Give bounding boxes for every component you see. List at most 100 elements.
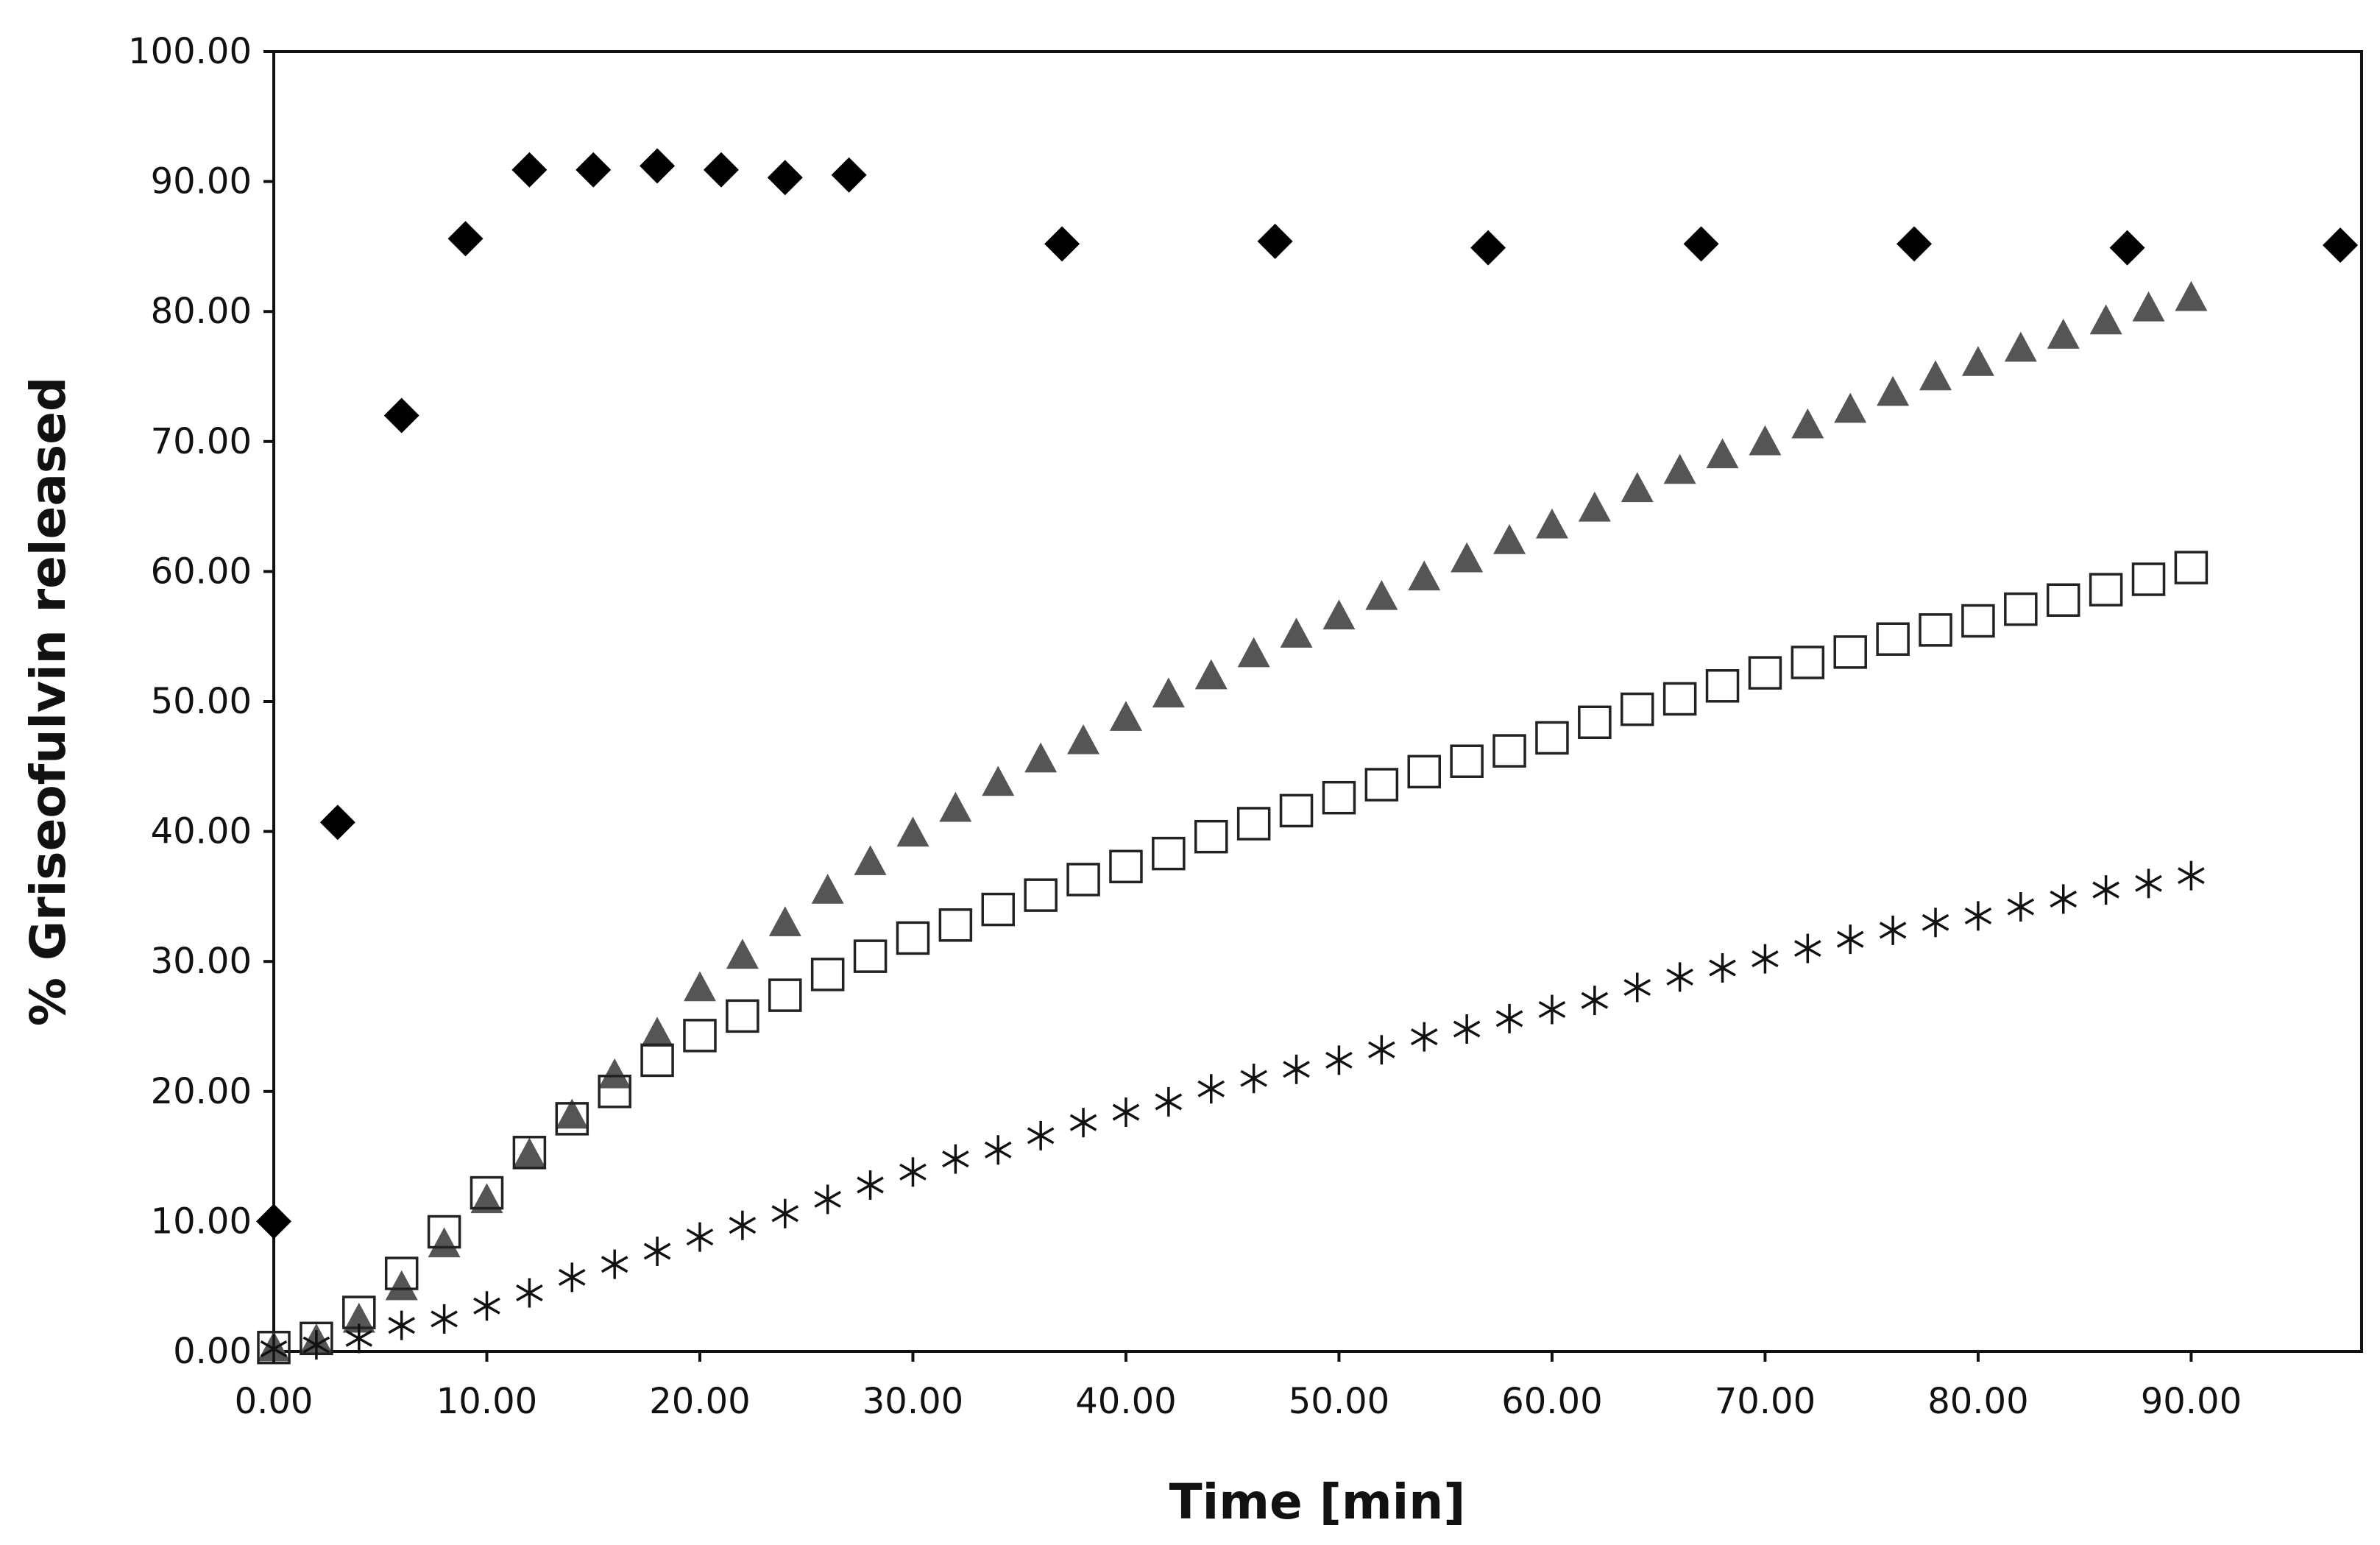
data-point-square [512, 1136, 547, 1170]
data-point-triangle [854, 845, 887, 875]
data-point-square [2004, 592, 2038, 626]
data-point-square [1620, 692, 1654, 726]
data-marks [256, 148, 2359, 1365]
data-point-triangle [428, 1227, 461, 1258]
data-point-diamond [2109, 230, 2145, 266]
y-tick-label: 90.00 [151, 161, 252, 202]
data-point-triangle [1280, 618, 1313, 648]
y-tick-label: 30.00 [151, 941, 252, 982]
data-point-triangle [470, 1183, 503, 1214]
data-point-asterisk [1283, 1054, 1310, 1084]
data-point-triangle [811, 874, 844, 904]
data-point-asterisk [1112, 1097, 1140, 1128]
data-point-asterisk [1325, 1045, 1353, 1075]
data-point-square [1748, 656, 1782, 690]
data-point-square [1194, 819, 1228, 854]
data-point-square [2089, 573, 2123, 607]
data-point-diamond [640, 148, 676, 184]
data-point-triangle [1919, 360, 1952, 391]
data-point-triangle [1109, 701, 1142, 731]
data-point-square [1024, 878, 1058, 912]
data-point-square [1791, 646, 1825, 679]
data-point-asterisk [771, 1198, 799, 1228]
data-point-square [1705, 669, 1740, 703]
data-point-triangle [513, 1137, 546, 1168]
data-point-square [598, 1075, 631, 1109]
data-point-triangle [1451, 542, 1484, 573]
data-point-asterisk [302, 1330, 330, 1360]
data-point-square [1578, 705, 1612, 740]
data-point-square [938, 908, 973, 942]
y-tick-label: 20.00 [151, 1071, 252, 1112]
data-point-square [1364, 768, 1399, 802]
data-point-square [640, 1043, 674, 1078]
x-tick-label: 50.00 [1289, 1381, 1389, 1422]
data-point-square [555, 1102, 589, 1136]
data-point-diamond [767, 160, 803, 196]
data-point-asterisk [1538, 994, 1566, 1025]
data-point-asterisk [1922, 908, 1949, 938]
data-point-square [1876, 622, 1910, 656]
data-point-square [683, 1019, 717, 1053]
data-point-square [1961, 604, 1995, 638]
data-point-triangle [1663, 453, 1696, 484]
data-point-asterisk [388, 1310, 415, 1340]
plot-area [272, 50, 2363, 1353]
data-point-square [384, 1256, 419, 1290]
data-point-asterisk [857, 1170, 884, 1200]
data-point-asterisk [1879, 915, 1907, 945]
data-point-square [1279, 793, 1314, 828]
data-point-asterisk [559, 1262, 586, 1293]
data-point-asterisk [516, 1278, 543, 1308]
data-point-triangle [1322, 599, 1356, 630]
data-point-diamond [1044, 226, 1080, 262]
data-point-asterisk [1368, 1035, 1395, 1065]
data-point-asterisk [1495, 1003, 1523, 1033]
data-point-square [2131, 562, 2166, 596]
y-tick-label: 10.00 [151, 1201, 252, 1242]
data-point-triangle [1194, 659, 1228, 690]
data-point-triangle [768, 906, 801, 936]
data-point-square [1109, 849, 1143, 884]
data-point-square [1919, 613, 1952, 647]
data-point-triangle [1961, 346, 1994, 376]
x-tick-label: 20.00 [649, 1381, 750, 1422]
data-point-triangle [1621, 472, 1654, 503]
data-point-diamond [703, 152, 739, 188]
data-point-diamond [447, 221, 484, 257]
data-point-asterisk [1794, 933, 1821, 964]
data-point-asterisk [2178, 860, 2205, 891]
data-point-triangle [2132, 291, 2165, 322]
data-point-triangle [1237, 637, 1270, 668]
data-point-triangle [1749, 425, 1782, 456]
data-point-triangle [1535, 508, 1568, 539]
x-tick-label: 0.00 [235, 1381, 314, 1422]
data-point-triangle [598, 1058, 631, 1089]
data-point-square [1066, 863, 1100, 897]
data-point-triangle [1706, 438, 1739, 469]
data-point-triangle [1834, 392, 1867, 423]
data-point-triangle [2089, 304, 2122, 335]
data-point-asterisk [2050, 884, 2077, 914]
data-point-triangle [2004, 331, 2037, 362]
data-point-triangle [2175, 280, 2208, 311]
data-point-triangle [896, 816, 929, 847]
x-tick-label: 60.00 [1501, 1381, 1602, 1422]
data-point-square [1407, 754, 1441, 789]
data-point-square [427, 1215, 461, 1249]
y-tick-label: 60.00 [151, 551, 252, 592]
data-point-asterisk [899, 1157, 927, 1187]
data-point-asterisk [1709, 953, 1736, 983]
series-4-group [260, 860, 2205, 1364]
data-point-asterisk [2092, 875, 2119, 905]
data-point-square [726, 999, 759, 1033]
data-point-square [1450, 744, 1484, 778]
data-point-triangle [641, 1017, 674, 1047]
data-point-square [1535, 721, 1569, 755]
data-point-square [768, 978, 802, 1012]
data-point-diamond [1257, 223, 1293, 259]
data-point-asterisk [814, 1184, 841, 1215]
data-point-asterisk [431, 1304, 458, 1334]
